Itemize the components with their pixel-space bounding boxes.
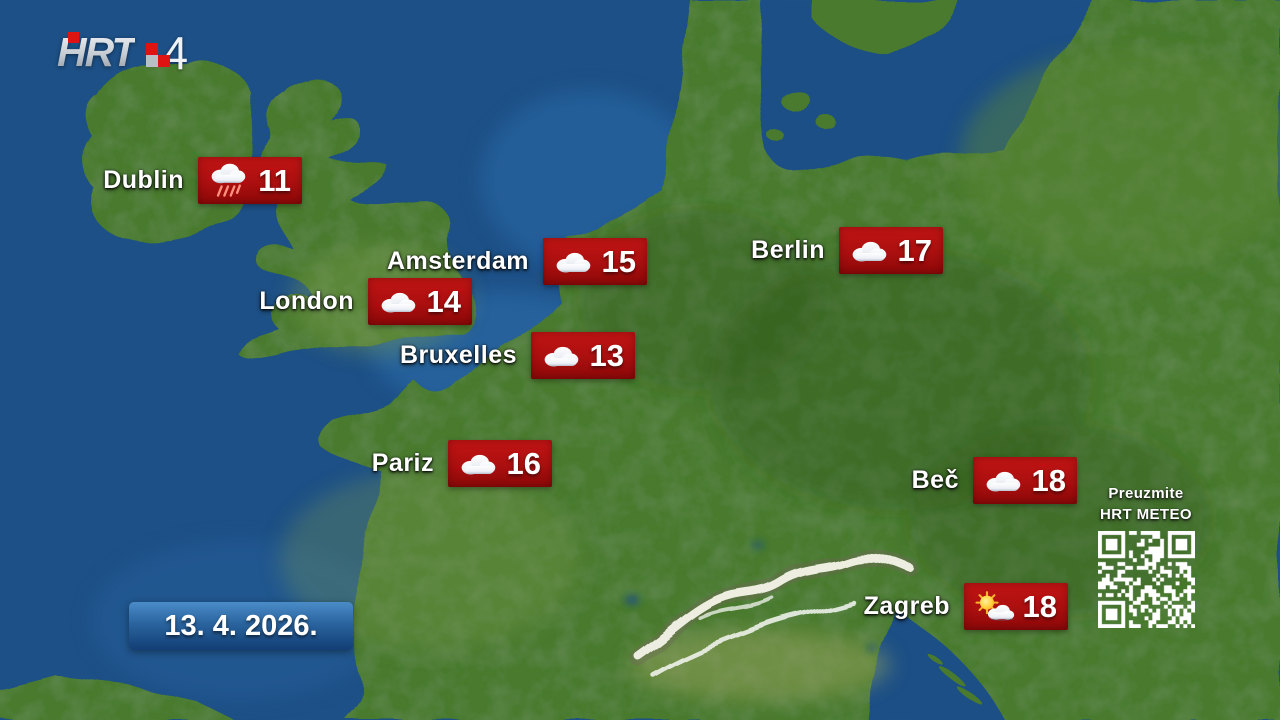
temperature-box: 17: [839, 227, 943, 274]
temperature-value: 18: [1022, 588, 1057, 624]
qr-code: [1098, 531, 1195, 628]
cloudy-icon: [982, 461, 1024, 501]
city-label: Beč: [911, 466, 959, 494]
hrt-logo-red-square: [146, 43, 158, 55]
city-label: Zagreb: [863, 592, 950, 620]
croatian-island: [954, 684, 982, 704]
city-label: Berlin: [751, 236, 825, 264]
city-weather-london: London 14: [259, 278, 472, 325]
temperature-box: 18: [973, 457, 1077, 504]
danish-island: [780, 90, 810, 110]
temperature-value: 18: [1031, 462, 1066, 498]
ireland-landmass: [84, 61, 255, 243]
cloudy-icon: [552, 242, 594, 282]
temperature-box: 16: [448, 440, 552, 487]
hrt-logo-letters: HRT: [57, 28, 170, 80]
date-box: 13. 4. 2026.: [129, 602, 353, 650]
temperature-value: 14: [426, 283, 461, 319]
city-label: London: [259, 287, 354, 315]
temperature-value: 11: [258, 162, 291, 198]
temperature-box: 11: [198, 157, 302, 204]
city-label: Bruxelles: [399, 341, 517, 369]
temperature-box: 14: [368, 278, 472, 325]
cloudy-icon: [540, 336, 582, 376]
city-weather-bruxelles: Bruxelles 13: [400, 332, 635, 379]
temperature-box: 13: [531, 332, 635, 379]
croatian-island: [927, 653, 945, 667]
city-label: Pariz: [371, 449, 434, 477]
partly-sunny-icon: [973, 587, 1015, 627]
temperature-value: 15: [601, 243, 636, 279]
temperature-box: 15: [543, 238, 647, 285]
temperature-value: 16: [506, 445, 541, 481]
lake: [625, 596, 639, 604]
promo-line2: HRT METEO: [1100, 506, 1192, 523]
croatian-island: [940, 667, 964, 685]
danish-island: [768, 130, 784, 142]
hrt-meteo-promo: Preuzmite HRT METEO: [1086, 483, 1206, 525]
temperature-value: 13: [589, 337, 624, 373]
temperature-box: 18: [964, 583, 1068, 630]
lake: [868, 645, 876, 651]
cloudy-icon: [377, 282, 419, 322]
hrt-logo-red-square: [158, 55, 170, 67]
city-weather-bec: Beč 18: [912, 457, 1077, 504]
alps-mountains: [630, 550, 920, 677]
hrt-logo-gray-square: [146, 55, 158, 67]
lake: [753, 542, 763, 548]
city-label: Dublin: [103, 166, 184, 194]
cloudy-icon: [457, 444, 499, 484]
city-weather-pariz: Pariz 16: [372, 440, 552, 487]
city-weather-berlin: Berlin 17: [751, 227, 943, 274]
temperature-value: 17: [897, 232, 932, 268]
city-weather-zagreb: Zagreb 18: [864, 583, 1068, 630]
city-weather-dublin: Dublin 11: [103, 157, 302, 204]
hrt-channel-logo: HRT 4: [57, 28, 188, 80]
sweden-landmass: [812, 0, 958, 55]
city-label: Amsterdam: [386, 247, 529, 275]
cloudy-icon: [848, 231, 890, 271]
spain-landmass: [0, 676, 235, 720]
promo-line1: Preuzmite: [1108, 485, 1184, 502]
date-text: 13. 4. 2026.: [164, 609, 318, 642]
rain-icon: [207, 161, 249, 201]
hrt-logo-red-square: [68, 32, 79, 43]
city-weather-amsterdam: Amsterdam 15: [387, 238, 647, 285]
channel-number: 4: [162, 27, 189, 79]
danish-island: [816, 115, 836, 129]
